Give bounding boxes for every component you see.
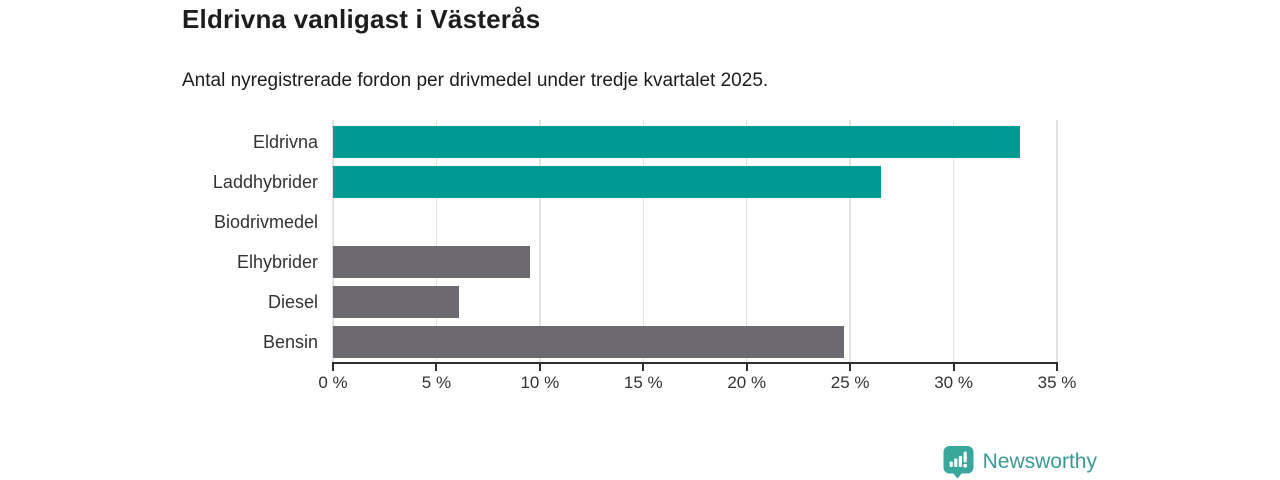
x-axis-tick-label: 0 % [318, 373, 348, 392]
gridline-25 [849, 120, 851, 362]
x-axis-tick-label: 15 % [623, 373, 663, 392]
x-axis-tick [1056, 364, 1058, 371]
bar [333, 166, 882, 198]
gridline-5 [435, 120, 438, 362]
x-axis-tick [538, 364, 541, 371]
x-axis-tick [849, 364, 852, 371]
x-axis-tick [435, 364, 438, 371]
x-axis-line [332, 362, 1058, 364]
gridline-15 [642, 120, 645, 362]
x-axis-tick-label: 35 % [1037, 373, 1077, 392]
x-axis-tick-label: 25 % [830, 373, 870, 392]
gridline-35 [1056, 120, 1058, 362]
bar [333, 326, 844, 358]
x-axis-tick [642, 364, 645, 371]
x-axis-tick-label: 5 % [421, 373, 452, 392]
chart-subtitle: Antal nyregistrerade fordon per drivmede… [182, 70, 769, 91]
gridline-0 [332, 120, 334, 362]
category-label: Diesel [267, 292, 318, 312]
bar [333, 126, 1020, 158]
plot-area: Eldrivna Laddhybrider Biodrivmedel Elhybrid… [213, 120, 1076, 392]
x-axis-tick [332, 364, 334, 371]
category-label: Eldrivna [252, 132, 318, 152]
category-label: Elhybrider [236, 252, 318, 272]
newsworthy-logo: Newsworthy [942, 445, 1097, 479]
gridline-20 [745, 120, 748, 362]
chart-title: Eldrivna vanligast i Västerås [182, 4, 541, 34]
gridline-30 [952, 120, 955, 362]
x-axis-tick-label: 20 % [727, 373, 767, 392]
x-axis-tick-label: 10 % [520, 373, 560, 392]
bar [333, 286, 460, 318]
bar [333, 246, 530, 278]
x-axis-tick-label: 30 % [934, 373, 973, 392]
category-label: Bensin [262, 332, 318, 352]
newsworthy-logo-text: Newsworthy [982, 450, 1097, 473]
category-label: Biodrivmedel [213, 212, 318, 232]
bar-chart-speech-bubble-icon [942, 445, 975, 479]
x-axis-tick [745, 364, 748, 371]
gridline-10 [539, 120, 541, 362]
x-axis-tick [952, 364, 955, 371]
category-label: Laddhybrider [212, 172, 318, 192]
